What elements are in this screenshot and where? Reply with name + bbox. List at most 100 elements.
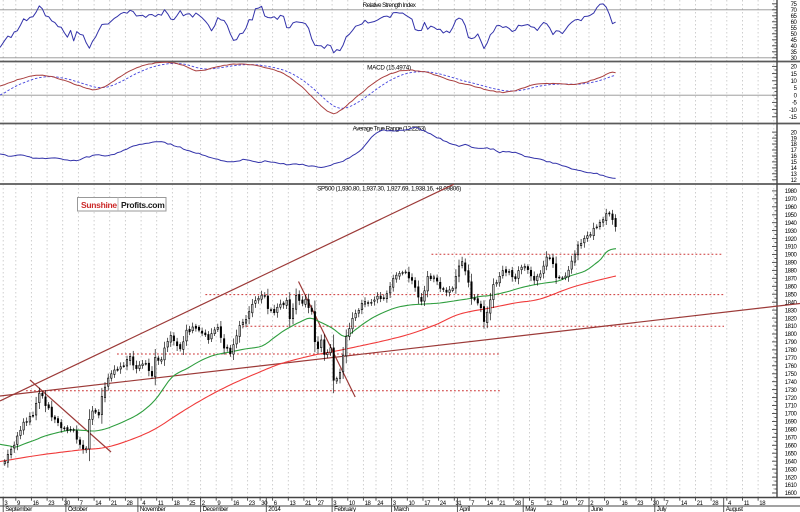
svg-text:1860: 1860 xyxy=(785,285,798,291)
svg-text:7: 7 xyxy=(471,501,475,507)
svg-text:1670: 1670 xyxy=(785,436,798,442)
svg-text:12: 12 xyxy=(546,501,553,507)
svg-text:20: 20 xyxy=(791,130,798,136)
svg-text:June: June xyxy=(591,506,604,512)
svg-text:17: 17 xyxy=(791,148,798,154)
svg-text:18: 18 xyxy=(365,501,372,507)
svg-text:1740: 1740 xyxy=(785,380,798,386)
svg-text:1890: 1890 xyxy=(785,261,798,267)
svg-text:1870: 1870 xyxy=(785,277,798,283)
svg-text:1960: 1960 xyxy=(785,205,798,211)
svg-text:12: 12 xyxy=(791,178,798,184)
svg-text:24: 24 xyxy=(377,501,384,507)
svg-text:30: 30 xyxy=(791,56,798,62)
svg-text:10: 10 xyxy=(791,79,798,85)
svg-text:21: 21 xyxy=(697,501,704,507)
svg-text:August: August xyxy=(726,506,744,512)
svg-text:-10: -10 xyxy=(789,108,798,114)
svg-text:4: 4 xyxy=(142,501,146,507)
svg-text:4: 4 xyxy=(728,501,732,507)
svg-text:1630: 1630 xyxy=(785,467,798,473)
svg-text:9: 9 xyxy=(217,501,221,507)
svg-text:10: 10 xyxy=(349,501,356,507)
svg-text:1900: 1900 xyxy=(785,253,798,259)
svg-text:27: 27 xyxy=(578,501,585,507)
svg-text:21: 21 xyxy=(305,501,312,507)
svg-text:February: February xyxy=(334,506,357,512)
svg-text:21: 21 xyxy=(499,501,506,507)
svg-text:14: 14 xyxy=(95,501,102,507)
svg-text:27: 27 xyxy=(318,501,325,507)
svg-text:30: 30 xyxy=(261,501,268,507)
svg-text:2: 2 xyxy=(590,501,594,507)
svg-text:7: 7 xyxy=(665,501,669,507)
svg-text:19: 19 xyxy=(791,136,798,142)
svg-text:1800: 1800 xyxy=(785,332,798,338)
svg-text:45: 45 xyxy=(791,38,798,44)
svg-text:Sunshine: Sunshine xyxy=(81,200,117,210)
svg-text:1770: 1770 xyxy=(785,356,798,362)
svg-text:1830: 1830 xyxy=(785,308,798,314)
svg-text:6: 6 xyxy=(274,501,278,507)
svg-text:1930: 1930 xyxy=(785,229,798,235)
svg-text:MACD (15.4974): MACD (15.4974) xyxy=(367,65,411,72)
svg-text:20: 20 xyxy=(791,65,798,71)
svg-text:1920: 1920 xyxy=(785,237,798,243)
svg-text:3: 3 xyxy=(393,501,397,507)
svg-text:16: 16 xyxy=(33,501,40,507)
svg-text:1690: 1690 xyxy=(785,420,798,426)
svg-text:18: 18 xyxy=(759,501,766,507)
svg-text:25: 25 xyxy=(189,501,196,507)
svg-text:5: 5 xyxy=(531,501,535,507)
svg-text:70: 70 xyxy=(791,8,798,14)
svg-text:September: September xyxy=(5,506,32,512)
svg-text:1750: 1750 xyxy=(785,372,798,378)
svg-text:November: November xyxy=(140,506,166,512)
svg-text:28: 28 xyxy=(515,501,522,507)
svg-text:15: 15 xyxy=(791,160,798,166)
svg-text:23: 23 xyxy=(637,501,644,507)
svg-text:50: 50 xyxy=(791,32,798,38)
svg-text:13: 13 xyxy=(290,501,297,507)
svg-text:7: 7 xyxy=(80,501,84,507)
svg-text:1710: 1710 xyxy=(785,404,798,410)
svg-text:15: 15 xyxy=(791,72,798,78)
svg-text:1980: 1980 xyxy=(785,189,798,195)
svg-text:31: 31 xyxy=(456,501,463,507)
svg-text:3: 3 xyxy=(4,501,8,507)
svg-text:December: December xyxy=(203,506,229,512)
svg-text:1760: 1760 xyxy=(785,364,798,370)
svg-text:1810: 1810 xyxy=(785,324,798,330)
svg-text:2: 2 xyxy=(202,501,206,507)
svg-text:14: 14 xyxy=(791,166,798,172)
svg-text:1680: 1680 xyxy=(785,428,798,434)
svg-text:16: 16 xyxy=(233,501,240,507)
svg-text:1790: 1790 xyxy=(785,340,798,346)
svg-text:0: 0 xyxy=(794,93,798,99)
svg-text:1700: 1700 xyxy=(785,412,798,418)
svg-text:55: 55 xyxy=(791,26,798,32)
svg-text:1970: 1970 xyxy=(785,197,798,203)
svg-text:14: 14 xyxy=(487,501,494,507)
svg-text:1650: 1650 xyxy=(785,451,798,457)
svg-text:17: 17 xyxy=(424,501,431,507)
svg-text:28: 28 xyxy=(127,501,134,507)
svg-text:11: 11 xyxy=(744,501,750,507)
svg-text:-5: -5 xyxy=(792,101,798,107)
svg-text:1780: 1780 xyxy=(785,348,798,354)
svg-text:SP500 (1,930.80, 1,937.30, 1,9: SP500 (1,930.80, 1,937.30, 1,927.69, 1,9… xyxy=(317,186,461,193)
svg-text:1850: 1850 xyxy=(785,292,798,298)
svg-text:16: 16 xyxy=(791,154,798,160)
svg-text:1660: 1660 xyxy=(785,444,798,450)
svg-text:1730: 1730 xyxy=(785,388,798,394)
svg-text:24: 24 xyxy=(440,501,447,507)
svg-text:21: 21 xyxy=(111,501,118,507)
svg-text:2014: 2014 xyxy=(268,506,281,512)
svg-text:40: 40 xyxy=(791,44,798,50)
svg-text:30: 30 xyxy=(653,501,660,507)
svg-text:1840: 1840 xyxy=(785,300,798,306)
svg-text:13: 13 xyxy=(791,172,798,178)
svg-text:18: 18 xyxy=(791,142,798,148)
svg-text:1620: 1620 xyxy=(785,475,798,481)
svg-text:1950: 1950 xyxy=(785,213,798,219)
